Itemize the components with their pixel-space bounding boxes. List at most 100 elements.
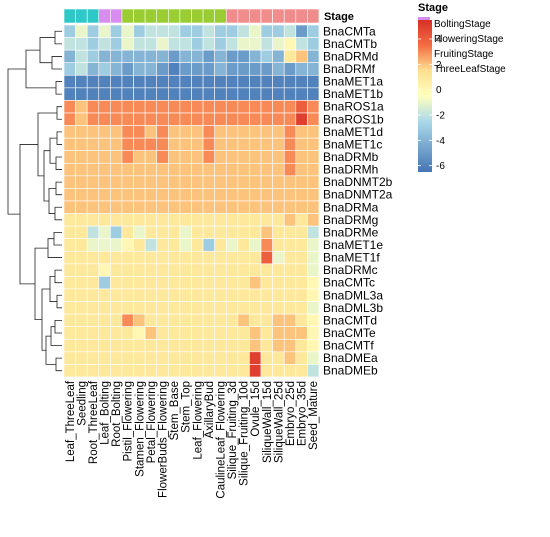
cell-BnaDRMa-Seedling — [75, 200, 88, 214]
cell-BnaDRMe-Silique_Fruiting_10d — [237, 225, 250, 239]
cell-BnaDML3a-FlowerBuds_Flowering — [156, 288, 169, 302]
cell-BnaDML3b-Pistil_Flowering — [121, 301, 134, 315]
cell-BnaCMTc-Pistil_Flowering — [121, 276, 134, 290]
cell-BnaDMEa-Root_ThreeLeaf — [86, 351, 100, 365]
cell-BnaDRMh-Silique_Fruiting_10d — [237, 162, 250, 177]
cell-BnaDRMa-Embryo_25d — [283, 200, 297, 214]
cell-BnaMET1f-Root_ThreeLeaf — [86, 250, 100, 265]
cell-BnaROS1b-Seedling — [75, 112, 88, 126]
cell-BnaCMTd-Stem_Top — [179, 313, 192, 327]
stage-cell-Silique_Fruiting_10d — [237, 8, 250, 24]
cell-BnaDRMg-Seed_Mature — [307, 213, 320, 227]
cell-BnaROS1b-Seed_Mature — [307, 112, 320, 126]
column-label: Seed_Mature — [308, 381, 320, 450]
dendrogram-branch — [53, 232, 62, 246]
cell-BnaMET1b-Leaf_Flowering — [191, 87, 204, 101]
cell-BnaROS1a-Root_Bolting — [110, 100, 123, 114]
cell-BnaCMTf-Leaf_ThreeLeaf — [63, 338, 76, 353]
cell-BnaDML3a-Leaf_Bolting — [98, 288, 111, 302]
cell-BnaROS1a-Stem_Top — [179, 100, 192, 114]
cell-BnaDRMc-Root_ThreeLeaf — [86, 263, 100, 277]
cell-BnaDRMb-Ovule_15d — [249, 150, 262, 164]
cell-BnaDRMa-FlowerBuds_Flowering — [156, 200, 169, 214]
cell-BnaROS1b-Leaf_Flowering — [191, 112, 204, 126]
row-label: BnaROS1b — [323, 112, 384, 126]
stage-cell-AxillaryBud — [202, 8, 215, 24]
cell-BnaDRMd-AxillaryBud — [202, 49, 215, 64]
annotation-title: Stage — [324, 11, 354, 23]
column-label: FlowerBuds_Flowering — [158, 381, 170, 498]
cell-BnaMET1f-Embryo_35d — [295, 250, 308, 265]
cell-BnaMET1b-Petal_Flowering — [144, 87, 158, 101]
cell-BnaCMTb-FlowerBuds_Flowering — [156, 37, 169, 51]
cell-BnaMET1c-Root_Bolting — [110, 137, 123, 152]
row-label: BnaDNMT2a — [323, 188, 393, 202]
cell-BnaDNMT2a-SiliqueWall_25d — [272, 188, 285, 202]
cell-BnaMET1f-SiliqueWall_25d — [272, 250, 285, 265]
cell-BnaMET1e-SiliqueWall_25d — [272, 238, 285, 252]
cell-BnaCMTa-Stamen_Flowering — [133, 24, 146, 38]
stage-cell-CaulineLeaf_Flowering — [214, 8, 227, 24]
cell-BnaDMEa-Pistil_Flowering — [121, 351, 134, 365]
cell-BnaCMTf-Pistil_Flowering — [121, 338, 134, 353]
cell-BnaMET1d-Embryo_35d — [295, 125, 308, 139]
cell-BnaDRMh-Seedling — [75, 162, 88, 177]
cell-BnaMET1d-Silique_Fruiting_10d — [237, 125, 250, 139]
cell-BnaCMTd-Leaf_Bolting — [98, 313, 111, 327]
cell-BnaDRMd-FlowerBuds_Flowering — [156, 49, 169, 64]
cell-BnaMET1d-SiliqueWall_25d — [272, 125, 285, 139]
cell-BnaDRMg-Root_Bolting — [110, 213, 123, 227]
cell-BnaCMTa-FlowerBuds_Flowering — [156, 24, 169, 38]
cell-BnaCMTd-SiliqueWall_25d — [272, 313, 285, 327]
cell-BnaCMTe-SiliqueWall_25d — [272, 326, 285, 340]
cell-BnaMET1f-Petal_Flowering — [144, 250, 158, 265]
cell-BnaCMTb-Embryo_25d — [283, 37, 297, 51]
cell-BnaROS1a-CaulineLeaf_Flowering — [214, 100, 227, 114]
cell-BnaDRMf-Ovule_15d — [249, 62, 262, 76]
column-label: Petal_Flowering — [146, 381, 158, 463]
cell-BnaDML3a-CaulineLeaf_Flowering — [214, 288, 227, 302]
cell-BnaMET1f-Stem_Base — [168, 250, 181, 265]
cell-BnaDRMc-Embryo_35d — [295, 263, 308, 277]
heatmap-cells — [63, 24, 320, 378]
cell-BnaDMEa-Stem_Top — [179, 351, 192, 365]
cell-BnaDRMh-Petal_Flowering — [144, 162, 158, 177]
cell-BnaMET1a-Embryo_25d — [283, 74, 297, 89]
cell-BnaDMEa-Seed_Mature — [307, 351, 320, 365]
cell-BnaDRMc-Leaf_Bolting — [98, 263, 111, 277]
cell-BnaDML3b-CaulineLeaf_Flowering — [214, 301, 227, 315]
row-label: BnaDNMT2b — [323, 175, 393, 189]
cell-BnaDRMb-Silique_Fruiting_10d — [237, 150, 250, 164]
cell-BnaDMEa-Ovule_15d — [249, 351, 262, 365]
cell-BnaROS1b-AxillaryBud — [202, 112, 215, 126]
cell-BnaCMTb-AxillaryBud — [202, 37, 215, 51]
cell-BnaROS1a-Leaf_Bolting — [98, 100, 111, 114]
cell-BnaCMTf-Silique_Fruiting_10d — [237, 338, 250, 353]
cell-BnaDML3a-Silique_Fruiting_10d — [237, 288, 250, 302]
cell-BnaCMTe-Ovule_15d — [249, 326, 262, 340]
cell-BnaDMEa-Silique_Fruiting_3d — [225, 351, 239, 365]
cell-BnaROS1b-Root_Bolting — [110, 112, 123, 126]
dendrogram-branch — [7, 68, 26, 215]
cell-BnaDRMh-Silique_Fruiting_3d — [225, 162, 239, 177]
color-scale-tick: -6 — [436, 161, 445, 172]
cell-BnaDMEb-Embryo_35d — [295, 364, 308, 378]
cell-BnaMET1a-Petal_Flowering — [144, 74, 158, 89]
cell-BnaCMTf-Stamen_Flowering — [133, 338, 146, 353]
cell-BnaDRMb-Embryo_35d — [295, 150, 308, 164]
cell-BnaDRMa-SiliqueWall_15d — [260, 200, 273, 214]
cell-BnaDNMT2a-Seed_Mature — [307, 188, 320, 202]
cell-BnaDML3b-FlowerBuds_Flowering — [156, 301, 169, 315]
cell-BnaCMTf-Silique_Fruiting_3d — [225, 338, 239, 353]
cell-BnaCMTc-Embryo_35d — [295, 276, 308, 290]
cell-BnaDRMh-Leaf_Flowering — [191, 162, 204, 177]
cell-BnaROS1b-Embryo_35d — [295, 112, 308, 126]
cell-BnaCMTb-SiliqueWall_25d — [272, 37, 285, 51]
cell-BnaCMTd-Leaf_ThreeLeaf — [63, 313, 76, 327]
cell-BnaCMTb-Stem_Top — [179, 37, 192, 51]
cell-BnaCMTe-Pistil_Flowering — [121, 326, 134, 340]
cell-BnaDMEb-Seed_Mature — [307, 364, 320, 378]
stage-cell-SiliqueWall_15d — [260, 8, 273, 24]
cell-BnaDRMg-Embryo_35d — [295, 213, 308, 227]
row-label: BnaDRMf — [323, 62, 376, 76]
